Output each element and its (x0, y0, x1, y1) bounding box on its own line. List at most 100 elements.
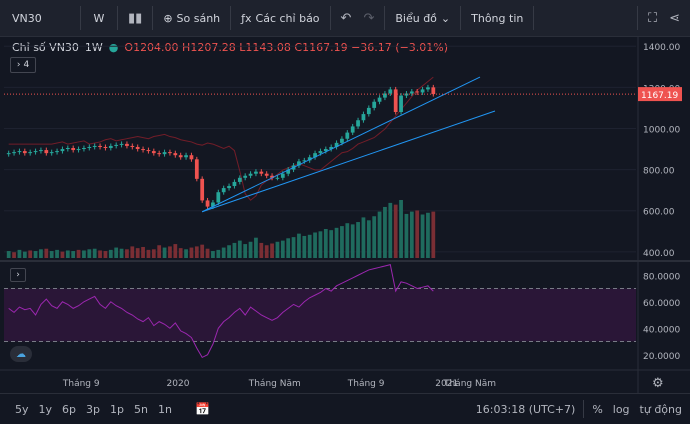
volume-bar (130, 246, 135, 258)
range-button-5y[interactable]: 5y (15, 402, 29, 416)
toolbar-divider (117, 6, 118, 30)
info-button[interactable]: Thông tin (471, 11, 524, 25)
indicators-button[interactable]: ƒx Các chỉ báo (235, 4, 325, 32)
volume-bar (221, 247, 226, 258)
candle-body (92, 145, 97, 147)
volume-bar (415, 210, 420, 258)
time-tick-label: Tháng Năm (443, 379, 496, 389)
undo-icon[interactable]: ↶ (340, 10, 352, 26)
candle-body (194, 159, 199, 179)
time-tick-label: Tháng 9 (347, 379, 385, 389)
candle-body (114, 144, 119, 146)
candle-body (313, 153, 317, 158)
volume-bar (82, 250, 86, 258)
toolbar-divider (152, 6, 154, 30)
range-buttons: 5y 1y 6p 3p 1p 5n 1n (0, 403, 177, 416)
candle-body (151, 151, 156, 154)
volume-bar (426, 212, 430, 258)
candle-body (216, 192, 221, 203)
share-icon[interactable]: ⋖ (669, 10, 680, 26)
volume-bar (313, 232, 317, 258)
tradingview-logo-icon[interactable]: ☁ (10, 346, 32, 362)
candle-body (211, 202, 215, 207)
candle-body (383, 93, 387, 98)
candle-body (221, 188, 226, 193)
volume-bar (33, 251, 38, 258)
candle-body (55, 151, 59, 153)
volume-bar (383, 206, 387, 258)
candle-body (178, 155, 183, 158)
volume-bar (345, 223, 350, 258)
rsi-tick-label: 80.0000 (643, 272, 680, 282)
toolbar-divider (460, 6, 462, 30)
candle-body (146, 150, 151, 152)
volume-bar (409, 211, 414, 258)
range-button-1n[interactable]: 1n (157, 402, 172, 416)
toolbar-divider (533, 6, 535, 30)
volume-bar (227, 245, 231, 258)
candle-body (6, 153, 11, 155)
candle-body (404, 93, 409, 96)
range-button-1y[interactable]: 1y (38, 402, 53, 416)
volume-bar (243, 244, 248, 258)
volume-bar (28, 250, 33, 258)
toolbar-divider (230, 6, 232, 30)
price-tick-label: 600.00 (643, 208, 675, 218)
volume-bar (216, 249, 221, 258)
candle-body (275, 177, 280, 179)
redo-icon[interactable]: ↷ (363, 10, 375, 26)
chart-legend: Chỉ số VN30 1W ● O1204.00 H1207.28 L1143… (12, 41, 448, 54)
volume-bar (350, 224, 355, 258)
candle-body (141, 149, 145, 151)
candle-style-icon[interactable]: ▮▮ (128, 10, 143, 26)
time-tick-label: Tháng 9 (62, 379, 100, 389)
volume-bar (254, 237, 258, 258)
volume-bar (232, 242, 237, 258)
candle-body (33, 151, 38, 153)
candle-body (17, 151, 22, 153)
candle-body (173, 153, 178, 156)
volume-bar (151, 249, 156, 258)
volume-bar (329, 230, 334, 258)
date-range-icon[interactable]: 📅 (194, 402, 210, 416)
volume-bar (340, 226, 344, 258)
candle-body (237, 177, 242, 182)
candle-body (200, 178, 205, 201)
candle-body (399, 95, 403, 113)
volume-bar (157, 245, 162, 258)
chart-type-button[interactable]: Biểu đồ ⌄ (389, 4, 456, 32)
candle-body (135, 146, 140, 150)
auto-toggle[interactable]: tự động (639, 402, 682, 416)
log-toggle[interactable]: log (612, 402, 630, 416)
candle-body (44, 150, 49, 154)
bottom-toolbar: 5y 1y 6p 3p 1p 5n 1n 📅 16:03:18 (UTC+7) % log … (0, 393, 690, 424)
volume-bar (108, 249, 113, 258)
range-button-6p[interactable]: 6p (62, 402, 77, 416)
legend-interval: 1W (84, 41, 103, 54)
candle-body (307, 157, 312, 161)
volume-bar (189, 247, 194, 258)
gear-icon[interactable]: ⚙ (652, 376, 664, 391)
symbol-search[interactable]: VN30 (12, 11, 42, 25)
volume-bar (334, 227, 339, 258)
range-button-1p[interactable]: 1p (110, 402, 124, 416)
fullscreen-icon[interactable]: ⛶ (647, 10, 658, 26)
price-tick-label: 1200.00 (643, 84, 680, 94)
range-button-5n[interactable]: 5n (133, 402, 148, 416)
status-dot-icon: ● (108, 41, 119, 54)
indicators-toggle-button[interactable]: › 4 (10, 57, 36, 73)
candle-body (426, 87, 430, 90)
volume-bar (270, 243, 274, 258)
candle-body (318, 151, 323, 154)
interval-button[interactable]: W (93, 11, 105, 25)
range-button-3p[interactable]: 3p (86, 402, 100, 416)
volume-bar (388, 202, 393, 258)
rsi-toggle-button[interactable]: › (10, 268, 26, 282)
percent-toggle[interactable]: % (592, 402, 603, 416)
candle-body (162, 152, 167, 155)
volume-bar (162, 247, 167, 258)
volume-bar (318, 231, 323, 258)
compare-button[interactable]: ⊕ So sánh (157, 4, 226, 32)
last-price-badge (638, 87, 682, 102)
